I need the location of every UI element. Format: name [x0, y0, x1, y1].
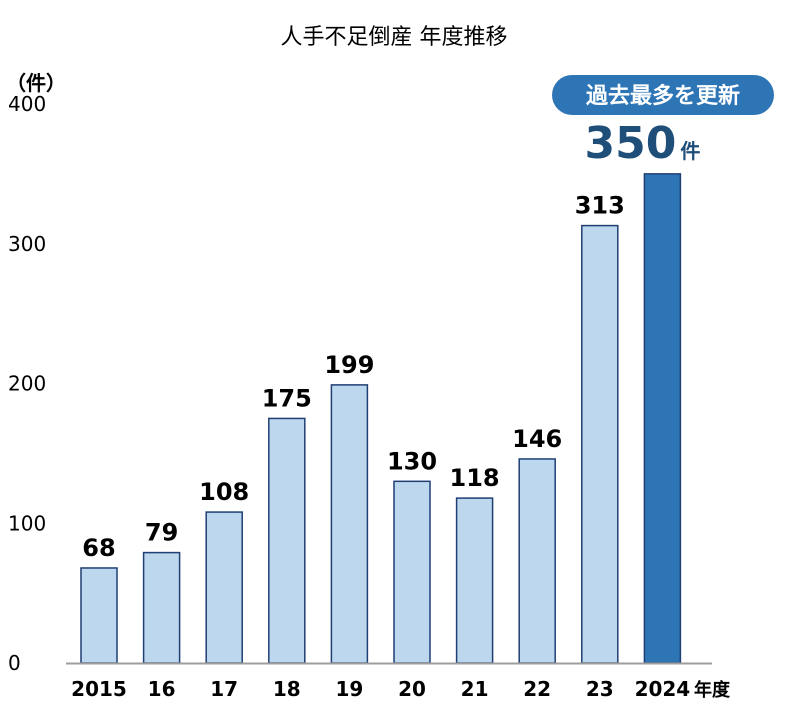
x-tick-label: 2024: [635, 677, 691, 701]
data-label: 313: [575, 192, 625, 220]
x-axis-suffix-label: 年度: [694, 679, 731, 701]
bar: [643, 173, 682, 664]
badge-background: [552, 75, 774, 115]
bar: [393, 480, 431, 664]
badge-text: 過去最多を更新: [586, 83, 740, 109]
y-tick-label: 100: [8, 511, 46, 535]
data-labels: 68 79 108 175 199 130 118 146 313 350 件: [82, 118, 700, 562]
bar: [268, 417, 306, 664]
data-label: 68: [82, 534, 115, 562]
bar: [330, 384, 369, 664]
data-label: 175: [262, 384, 312, 412]
data-label: 146: [512, 425, 562, 453]
chart-title: 人手不足倒産 年度推移: [281, 25, 508, 50]
x-tick-label: 19: [335, 677, 363, 701]
data-label-unit: 件: [680, 139, 700, 163]
x-axis-ticks: 2015 16 17 18 19 20 21 22 23 2024: [71, 677, 690, 701]
y-tick-label: 300: [8, 232, 46, 256]
x-tick-label: 18: [273, 677, 301, 701]
y-tick-label: 0: [8, 651, 21, 675]
record-badge: 過去最多を更新: [552, 75, 774, 115]
y-tick-label: 400: [8, 92, 46, 116]
bar: [205, 511, 243, 664]
x-tick-label: 20: [398, 677, 426, 701]
bar: [581, 224, 619, 664]
data-label: 118: [450, 464, 500, 492]
y-axis-unit-label: （件）: [6, 71, 66, 95]
x-tick-label: 22: [523, 677, 551, 701]
x-tick-label: 17: [210, 677, 238, 701]
bar: [455, 497, 494, 664]
data-label: 130: [387, 447, 437, 475]
data-label-highlight: 350: [585, 118, 677, 169]
bars: [80, 173, 682, 664]
x-tick-label: 21: [461, 677, 489, 701]
x-tick-label: 16: [148, 677, 176, 701]
y-tick-label: 200: [8, 372, 46, 396]
bar: [80, 567, 118, 664]
data-label: 108: [199, 478, 249, 506]
bar: [142, 551, 181, 664]
y-axis-ticks: 0 100 200 300 400: [8, 92, 46, 675]
bar: [518, 458, 556, 664]
x-tick-label: 2015: [71, 677, 127, 701]
data-label: 199: [324, 351, 374, 379]
data-label: 79: [145, 519, 178, 547]
x-tick-label: 23: [586, 677, 614, 701]
